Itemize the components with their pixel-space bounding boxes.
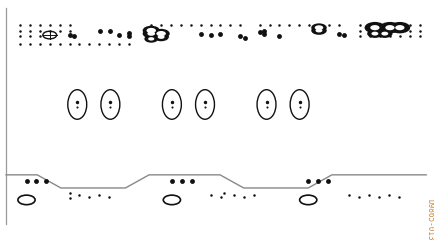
- Circle shape: [157, 35, 164, 39]
- Text: D9865-013: D9865-013: [424, 199, 433, 240]
- Circle shape: [142, 29, 159, 38]
- Circle shape: [152, 29, 169, 38]
- Circle shape: [395, 25, 404, 30]
- Ellipse shape: [289, 90, 309, 119]
- Circle shape: [147, 31, 155, 36]
- Circle shape: [366, 29, 382, 38]
- Circle shape: [153, 33, 168, 41]
- Circle shape: [388, 22, 409, 33]
- Ellipse shape: [162, 90, 181, 119]
- Circle shape: [156, 31, 165, 36]
- Circle shape: [311, 26, 326, 35]
- Ellipse shape: [195, 90, 214, 119]
- Circle shape: [371, 32, 378, 36]
- Circle shape: [144, 35, 158, 43]
- Circle shape: [369, 25, 379, 30]
- Circle shape: [142, 26, 159, 35]
- Ellipse shape: [256, 90, 275, 119]
- Circle shape: [146, 28, 156, 33]
- Circle shape: [148, 37, 154, 41]
- Circle shape: [364, 22, 385, 33]
- Circle shape: [381, 32, 388, 36]
- Circle shape: [385, 25, 394, 30]
- Circle shape: [311, 23, 326, 32]
- Circle shape: [376, 29, 391, 38]
- Ellipse shape: [101, 90, 119, 119]
- Ellipse shape: [68, 90, 86, 119]
- Circle shape: [314, 25, 322, 30]
- Circle shape: [379, 22, 399, 33]
- Circle shape: [315, 29, 322, 32]
